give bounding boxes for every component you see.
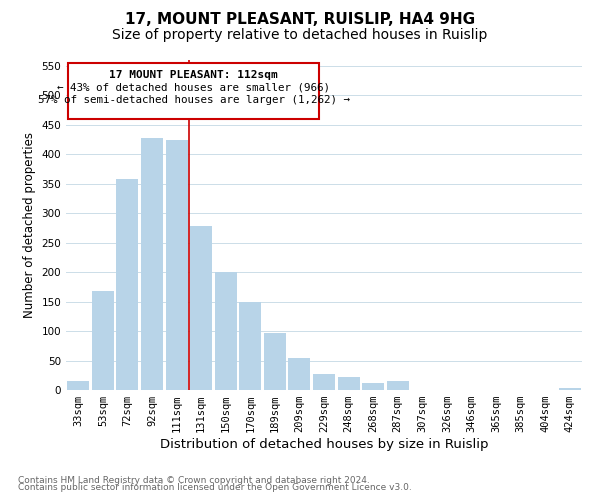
Bar (338, 377, 359, 390)
Text: Size of property relative to detached houses in Ruislip: Size of property relative to detached ho… (112, 28, 488, 42)
Text: 17, MOUNT PLEASANT, RUISLIP, HA4 9HG: 17, MOUNT PLEASANT, RUISLIP, HA4 9HG (125, 12, 475, 28)
Bar (386, 381, 409, 390)
Bar (289, 358, 310, 390)
Bar (215, 272, 237, 390)
Text: 17 MOUNT PLEASANT: 112sqm: 17 MOUNT PLEASANT: 112sqm (109, 70, 278, 80)
Bar (190, 226, 212, 390)
Text: Contains HM Land Registry data © Crown copyright and database right 2024.: Contains HM Land Registry data © Crown c… (18, 476, 370, 485)
Bar (239, 302, 262, 390)
Bar (264, 333, 286, 390)
FancyBboxPatch shape (68, 63, 319, 119)
Bar (92, 291, 114, 390)
Text: Contains public sector information licensed under the Open Government Licence v3: Contains public sector information licen… (18, 484, 412, 492)
Y-axis label: Number of detached properties: Number of detached properties (23, 132, 36, 318)
Text: ← 43% of detached houses are smaller (966): ← 43% of detached houses are smaller (96… (57, 82, 330, 92)
Bar (362, 383, 384, 390)
Bar (313, 374, 335, 390)
Bar (559, 388, 581, 390)
Text: 57% of semi-detached houses are larger (1,262) →: 57% of semi-detached houses are larger (… (38, 95, 350, 105)
X-axis label: Distribution of detached houses by size in Ruislip: Distribution of detached houses by size … (160, 438, 488, 451)
Bar (67, 381, 89, 390)
Bar (116, 179, 139, 390)
Bar (166, 140, 188, 390)
Bar (141, 138, 163, 390)
